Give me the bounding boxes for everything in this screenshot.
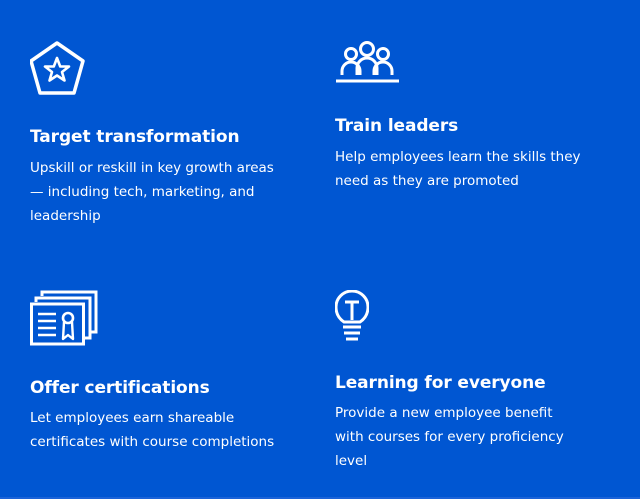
feature-title: Offer certifications — [30, 378, 210, 398]
certificates-icon — [30, 290, 98, 346]
group-people-icon — [336, 41, 399, 83]
lightbulb-icon — [335, 290, 369, 341]
feature-title: Learning for everyone — [335, 373, 546, 393]
feature-title: Train leaders — [335, 116, 459, 136]
feature-description: Let employees earn shareable certificate… — [30, 410, 275, 450]
feature-title: Target transformation — [30, 127, 240, 147]
feature-description: Provide a new employee benefit with cour… — [335, 405, 564, 469]
feature-description: Help employees learn the skills they nee… — [335, 149, 581, 189]
bottom-divider — [0, 497, 640, 499]
pentagon-star-icon — [30, 41, 85, 95]
feature-description: Upskill or reskill in key growth areas —… — [30, 160, 274, 224]
